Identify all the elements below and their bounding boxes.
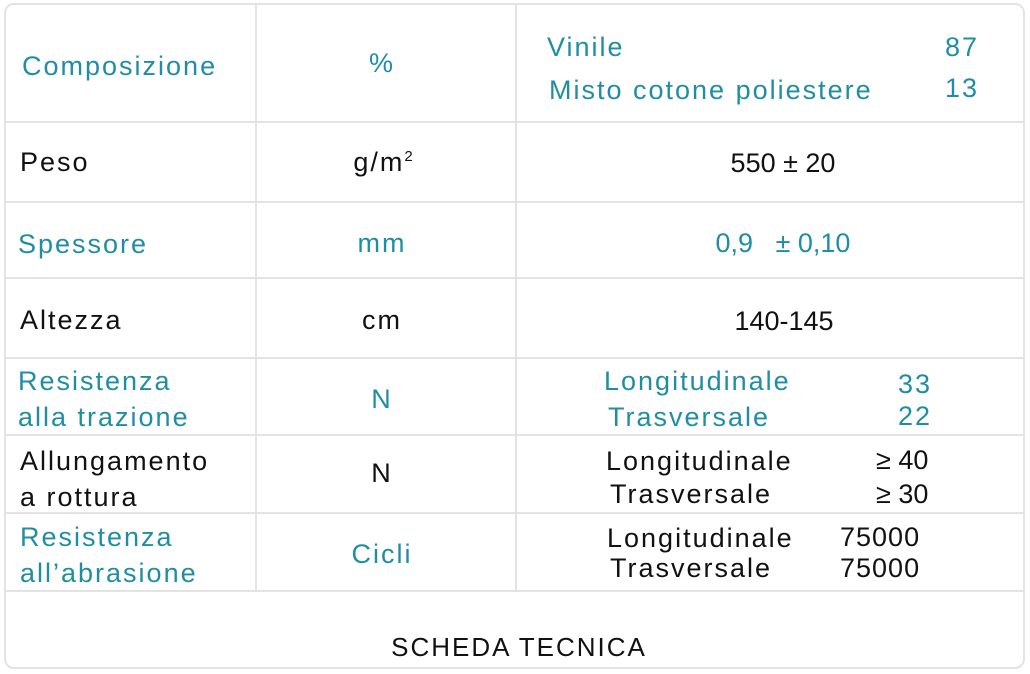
footer-title: SCHEDA TECNICA bbox=[391, 632, 647, 662]
value-number: 75000 bbox=[840, 522, 921, 552]
row-unit: cm bbox=[362, 305, 402, 335]
row-label-line: Allungamento bbox=[20, 446, 210, 476]
row-unit: N bbox=[371, 384, 393, 414]
row-label-line: a rottura bbox=[20, 482, 139, 512]
value-number: 33 bbox=[898, 369, 933, 399]
value-name: Longitudinale bbox=[607, 523, 794, 553]
row-label-spessore: Spessore bbox=[18, 229, 149, 259]
divider bbox=[5, 590, 1025, 592]
divider bbox=[255, 5, 257, 591]
row-value: 140-145 bbox=[734, 306, 834, 336]
row-label-line: Resistenza bbox=[20, 522, 174, 552]
unit-superscript: 2 bbox=[404, 148, 415, 165]
row-label-altezza: Altezza bbox=[20, 305, 123, 335]
value-number: 75000 bbox=[840, 553, 921, 583]
value-name: Vinile bbox=[547, 32, 625, 62]
value-name: Longitudinale bbox=[606, 446, 793, 476]
value-name: Trasversale bbox=[608, 402, 771, 432]
value-name: Trasversale bbox=[610, 479, 773, 509]
row-unit: Cicli bbox=[351, 539, 413, 569]
value-number: ≥ 30 bbox=[876, 479, 929, 509]
row-value: 0,9 ± 0,10 bbox=[715, 228, 851, 258]
row-unit: mm bbox=[357, 228, 407, 258]
row-unit: N bbox=[371, 458, 393, 488]
value-number: 13 bbox=[945, 73, 980, 103]
table-frame bbox=[4, 3, 1025, 669]
value-name: Trasversale bbox=[610, 553, 773, 583]
divider bbox=[515, 5, 517, 591]
row-unit: % bbox=[368, 48, 396, 78]
row-label-line: all’abrasione bbox=[20, 558, 198, 588]
row-label-composizione: Composizione bbox=[22, 51, 218, 81]
unit-text: g/m bbox=[353, 147, 405, 177]
value-number: 22 bbox=[898, 401, 933, 431]
row-label-line: alla trazione bbox=[18, 402, 190, 432]
value-number: ≥ 40 bbox=[876, 445, 929, 475]
row-value: 550 ± 20 bbox=[730, 148, 836, 178]
value-number: 87 bbox=[945, 32, 980, 62]
value-name: Misto cotone poliestere bbox=[549, 75, 873, 105]
row-label-line: Resistenza bbox=[18, 366, 172, 396]
row-label-peso: Peso bbox=[20, 147, 90, 177]
value-name: Longitudinale bbox=[604, 366, 791, 396]
row-unit: g/m2 bbox=[353, 149, 414, 176]
